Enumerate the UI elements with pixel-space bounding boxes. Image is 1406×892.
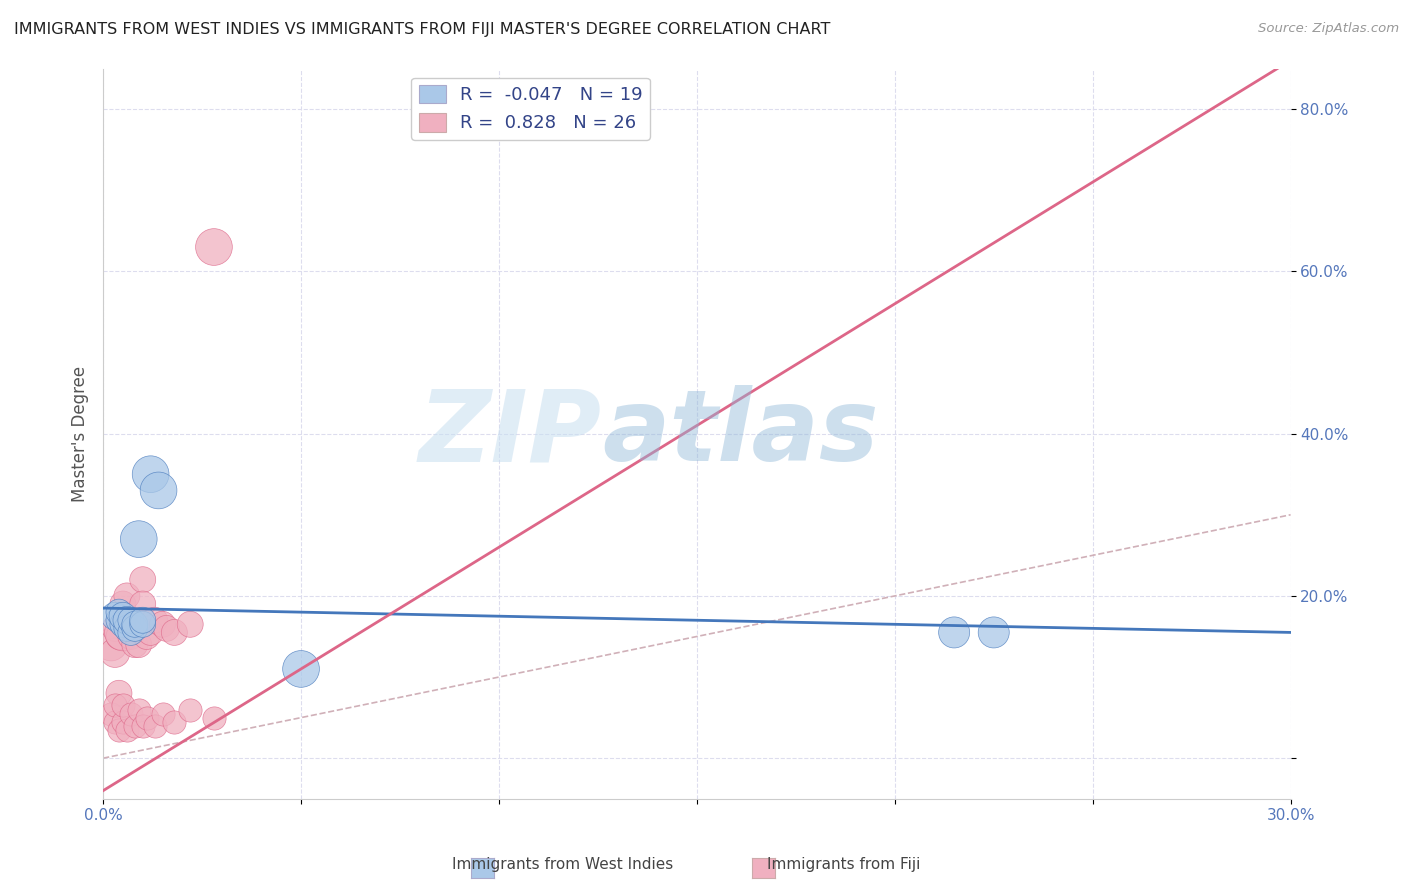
Point	[132, 613, 155, 627]
Point	[111, 613, 134, 627]
Point	[100, 706, 122, 721]
Y-axis label: Master's Degree: Master's Degree	[72, 366, 89, 501]
Point	[132, 719, 155, 733]
Point	[202, 240, 225, 254]
Point	[104, 609, 127, 624]
Point	[104, 698, 127, 713]
Point	[128, 702, 150, 716]
Point	[111, 597, 134, 611]
Point	[179, 702, 201, 716]
Text: Source: ZipAtlas.com: Source: ZipAtlas.com	[1258, 22, 1399, 36]
Point	[120, 613, 142, 627]
Point	[143, 719, 166, 733]
Point	[104, 714, 127, 729]
Point	[124, 621, 146, 635]
Point	[135, 711, 157, 725]
Point	[111, 609, 134, 624]
Point	[132, 597, 155, 611]
Point	[111, 698, 134, 713]
Point	[128, 613, 150, 627]
Point	[124, 719, 146, 733]
Point	[120, 630, 142, 644]
Legend: R =  -0.047   N = 19, R =  0.828   N = 26: R = -0.047 N = 19, R = 0.828 N = 26	[412, 78, 650, 140]
Point	[128, 638, 150, 652]
Point	[163, 714, 186, 729]
Point	[135, 630, 157, 644]
Point	[152, 617, 174, 632]
Point	[148, 483, 170, 498]
Point	[128, 532, 150, 546]
Point	[100, 638, 122, 652]
Point	[163, 625, 186, 640]
Point	[152, 706, 174, 721]
Point	[115, 589, 138, 603]
Point	[124, 613, 146, 627]
Text: IMMIGRANTS FROM WEST INDIES VS IMMIGRANTS FROM FIJI MASTER'S DEGREE CORRELATION : IMMIGRANTS FROM WEST INDIES VS IMMIGRANT…	[14, 22, 831, 37]
Point	[104, 621, 127, 635]
Point	[155, 621, 177, 635]
Point	[120, 625, 142, 640]
Text: Immigrants from Fiji: Immigrants from Fiji	[766, 857, 921, 872]
Text: atlas: atlas	[602, 385, 879, 483]
Point	[108, 613, 131, 627]
Point	[124, 617, 146, 632]
Point	[120, 621, 142, 635]
Point	[124, 638, 146, 652]
Point	[143, 613, 166, 627]
Point	[108, 630, 131, 644]
Point	[290, 662, 312, 676]
Point	[108, 686, 131, 700]
Point	[111, 617, 134, 632]
Point	[108, 723, 131, 737]
Text: ZIP: ZIP	[419, 385, 602, 483]
Point	[115, 617, 138, 632]
Point	[139, 625, 162, 640]
Point	[202, 711, 225, 725]
Point	[115, 613, 138, 627]
Point	[132, 617, 155, 632]
Point	[115, 723, 138, 737]
Point	[179, 617, 201, 632]
Point	[943, 625, 966, 640]
Point	[139, 467, 162, 482]
Point	[111, 625, 134, 640]
Point	[115, 621, 138, 635]
Point	[132, 573, 155, 587]
Point	[111, 714, 134, 729]
Point	[120, 706, 142, 721]
Point	[983, 625, 1005, 640]
Point	[104, 646, 127, 660]
Point	[108, 605, 131, 619]
Text: Immigrants from West Indies: Immigrants from West Indies	[451, 857, 673, 872]
